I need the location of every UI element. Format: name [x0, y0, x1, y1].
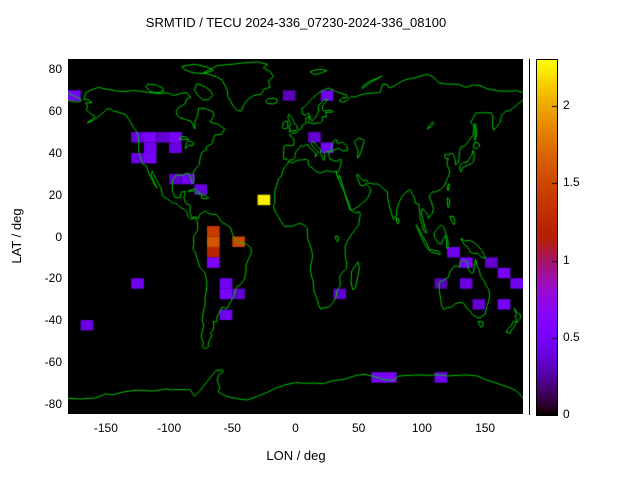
plot-title: SRMTID / TECU 2024-336_07230-2024-336_08… [145, 15, 447, 30]
y-tick-label: -20 [44, 271, 62, 286]
y-tick-label: -40 [44, 313, 62, 328]
x-axis-label: LON / deg [266, 448, 326, 463]
plot-right-border-line [529, 59, 530, 415]
x-tick-label: -150 [93, 421, 118, 435]
world-map-canvas [68, 59, 523, 414]
colorbar-tick-label: 2 [563, 98, 570, 113]
x-tick-label: -100 [157, 421, 182, 435]
x-tick-label: 50 [352, 421, 366, 435]
y-tick-label: 80 [48, 62, 62, 77]
x-tick-label: -50 [223, 421, 241, 435]
colorbar-tick-label: 0.5 [563, 329, 580, 344]
y-tick-label: 0 [55, 229, 62, 244]
x-tick-label: 100 [411, 421, 432, 435]
y-tick-label: -80 [44, 396, 62, 411]
colorbar-tick-label: 1.5 [563, 175, 580, 190]
colorbar-canvas [536, 59, 558, 416]
y-tick-label: -60 [44, 354, 62, 369]
y-tick-label: 40 [48, 145, 62, 160]
colorbar-tick-label: 1 [563, 252, 570, 267]
y-tick-label: 20 [48, 187, 62, 202]
y-tick-label: 60 [48, 104, 62, 119]
colorbar-tick-label: 0 [563, 407, 570, 421]
x-tick-label: 150 [475, 421, 496, 435]
x-tick-label: 0 [292, 421, 299, 435]
